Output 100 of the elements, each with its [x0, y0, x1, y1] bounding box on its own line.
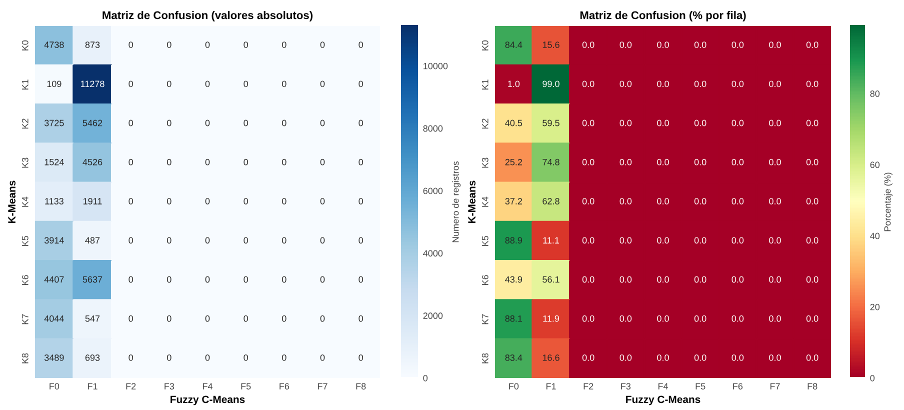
- data-label: 16.6: [542, 354, 560, 361]
- data-label: 0.0: [769, 158, 781, 166]
- data-label: 0.0: [657, 237, 669, 244]
- data-label: 0: [282, 158, 286, 166]
- data-label: 1133: [45, 198, 64, 204]
- data-label: 0: [128, 80, 133, 88]
- data-label: 84.4: [505, 42, 522, 48]
- data-label: 0.0: [806, 198, 818, 204]
- data-label: 0.0: [732, 120, 744, 126]
- data-label: 0.0: [694, 354, 706, 361]
- data-label: 3489: [44, 354, 64, 361]
- y-tick-label: K0: [482, 40, 488, 50]
- data-label: 0: [205, 198, 210, 204]
- data-label: 0: [128, 198, 133, 204]
- chart-title: Matriz de Confusion (valores absolutos): [102, 11, 313, 22]
- data-label: 0.0: [620, 276, 632, 283]
- y-tick-label: K8: [482, 353, 488, 364]
- color-bar-label: 8000: [423, 125, 443, 132]
- data-label: 1911: [83, 198, 102, 204]
- data-label: 0: [205, 42, 210, 48]
- data-label: 0: [205, 237, 210, 244]
- data-label: 88.9: [505, 237, 522, 244]
- data-label: 0: [320, 198, 325, 204]
- y-tick-label: K3: [22, 158, 28, 168]
- data-label: 0: [167, 158, 172, 166]
- data-label: 0: [167, 42, 172, 48]
- x-tick-label: F2: [584, 383, 594, 390]
- data-label: 88.1: [505, 315, 522, 322]
- x-tick-label: F8: [356, 383, 366, 390]
- data-label: 0.0: [732, 237, 744, 244]
- data-label: 0.0: [657, 198, 669, 204]
- data-label: 0.0: [806, 276, 818, 283]
- data-label: 0.0: [620, 42, 632, 48]
- data-label: 0: [167, 80, 172, 88]
- data-label: 0.0: [582, 80, 594, 88]
- data-label: 693: [85, 354, 100, 361]
- data-label: 0: [244, 120, 248, 126]
- data-label: 0: [167, 120, 172, 126]
- data-label: 4526: [82, 158, 102, 166]
- data-label: 0: [320, 80, 325, 88]
- chart-title: Matriz de Confusion (% por fila): [580, 11, 746, 22]
- data-label: 0: [244, 42, 248, 48]
- data-label: 0: [282, 198, 286, 204]
- data-label: 0.0: [732, 276, 744, 283]
- data-label: 0.0: [806, 237, 818, 244]
- data-label: 0: [167, 237, 172, 244]
- data-label: 0.0: [732, 354, 744, 361]
- data-label: 0: [320, 237, 325, 244]
- data-label: 0.0: [732, 198, 744, 204]
- data-label: 0.0: [806, 80, 818, 88]
- data-label: 0: [128, 120, 133, 126]
- data-label: 0.0: [582, 198, 594, 204]
- data-label: 5462: [82, 120, 102, 126]
- data-label: 1.0: [508, 80, 520, 88]
- data-label: 0.0: [769, 80, 781, 88]
- data-label: 11.9: [543, 315, 560, 322]
- data-label: 0.0: [806, 120, 818, 126]
- data-label: 4044: [44, 315, 64, 322]
- data-label: 25.2: [505, 158, 522, 166]
- data-label: 0: [167, 198, 172, 204]
- x-tick-label: F8: [808, 383, 818, 390]
- data-label: 0.0: [657, 120, 669, 126]
- data-label: 99.0: [542, 80, 560, 88]
- color-bar-label: 10000: [424, 62, 448, 70]
- data-label: 0: [205, 276, 210, 283]
- data-label: 0: [205, 158, 210, 166]
- data-label: 0.0: [620, 354, 632, 361]
- y-axis-title: K-Means: [468, 180, 476, 224]
- data-label: 0.0: [657, 315, 669, 322]
- data-label: 0.0: [582, 158, 594, 166]
- x-tick-label: F4: [202, 383, 213, 390]
- data-label: 0: [205, 120, 210, 126]
- data-label: 0.0: [620, 158, 632, 166]
- x-tick-label: F2: [126, 383, 136, 390]
- data-label: 0: [282, 354, 286, 361]
- x-tick-label: F5: [696, 383, 706, 390]
- data-label: 873: [85, 42, 100, 48]
- data-label: 3725: [44, 120, 64, 126]
- data-label: 0: [167, 354, 172, 361]
- color-bar-label: 80: [870, 90, 880, 97]
- data-label: 56.1: [542, 276, 560, 283]
- x-tick-label: F4: [658, 383, 668, 390]
- data-label: 0.0: [694, 42, 706, 48]
- y-tick-label: K6: [482, 275, 488, 286]
- data-label: 0: [244, 315, 248, 322]
- data-label: 0.0: [657, 354, 669, 361]
- data-label: 0.0: [694, 237, 706, 244]
- data-label: 0: [358, 315, 363, 322]
- data-label: 0: [128, 237, 133, 244]
- data-label: 0: [128, 315, 133, 322]
- data-label: 0.0: [582, 237, 594, 244]
- data-label: 0.0: [769, 276, 781, 283]
- data-label: 0.0: [582, 354, 594, 361]
- data-label: 0: [358, 237, 363, 244]
- x-tick-label: F1: [546, 383, 556, 390]
- x-tick-label: F3: [621, 383, 631, 390]
- x-tick-label: F7: [318, 383, 328, 390]
- data-label: 0: [282, 315, 286, 322]
- data-label: 547: [85, 315, 100, 322]
- data-label: 0.0: [620, 237, 632, 244]
